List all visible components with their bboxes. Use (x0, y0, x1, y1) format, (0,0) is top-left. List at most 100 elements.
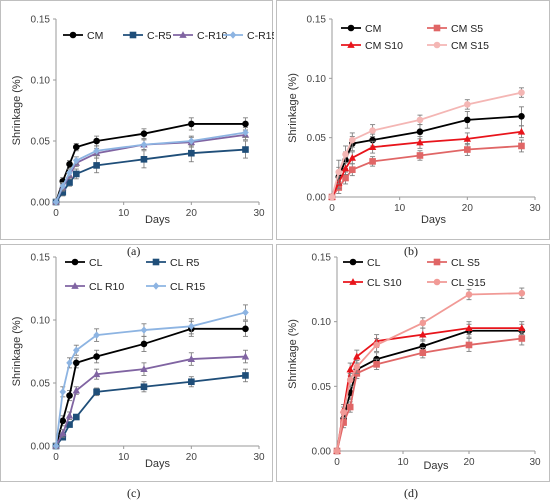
legend-marker (129, 31, 137, 39)
x-tick-label: 30 (253, 452, 265, 463)
data-point (340, 408, 347, 416)
series-line (55, 355, 246, 447)
data-point (140, 383, 148, 391)
data-point (346, 376, 354, 384)
data-point (140, 140, 148, 149)
legend-marker (347, 41, 355, 48)
legend-marker (71, 282, 79, 289)
data-point (73, 156, 80, 165)
series-line (331, 115, 522, 198)
data-point (464, 116, 471, 124)
data-point (242, 128, 249, 137)
y-tick-label: 0.10 (31, 316, 51, 327)
series-line (336, 329, 522, 452)
data-point (188, 120, 195, 128)
data-point (52, 442, 60, 450)
data-point (140, 130, 148, 137)
y-axis-label: Shrinkage (%) (11, 76, 23, 146)
data-point (242, 120, 249, 128)
y-tick-label: 0.05 (31, 137, 51, 148)
data-point (188, 137, 195, 145)
data-point (518, 113, 525, 120)
data-point (93, 388, 100, 396)
y-tick-label: 0.05 (307, 133, 327, 144)
data-point (463, 134, 472, 142)
x-axis-label: Days (145, 214, 171, 226)
data-point (419, 319, 427, 327)
legend-label: CL S5 (451, 257, 480, 269)
x-tick-label: 20 (186, 208, 198, 219)
legend-marker (433, 24, 441, 32)
y-tick-label: 0.15 (312, 253, 332, 264)
y-tick-label: 0.10 (31, 76, 51, 87)
data-point (66, 359, 73, 367)
legend-entry: C-R5 (123, 30, 172, 42)
series-c-r10 (52, 129, 250, 205)
legend-label: CL R10 (89, 281, 124, 293)
series-line (331, 91, 522, 198)
data-point (416, 138, 424, 146)
data-point (66, 169, 73, 177)
x-axis-label: Days (423, 460, 449, 472)
series-cm-s10 (328, 125, 526, 200)
y-axis-label: Shrinkage (%) (287, 319, 299, 389)
data-point (92, 370, 101, 378)
series-cl-r10 (52, 349, 250, 449)
data-point (518, 335, 526, 342)
data-point (241, 352, 250, 360)
legend-entry: CL S10 (343, 277, 402, 289)
data-point (333, 447, 341, 455)
caption-a: (a) (127, 244, 141, 258)
x-tick-label: 10 (118, 452, 130, 463)
series-line (55, 327, 246, 447)
series-line (336, 292, 522, 452)
legend-entry: CM S15 (427, 40, 489, 52)
series-cm-s15 (328, 87, 525, 201)
legend-label: CL R5 (170, 257, 200, 269)
series-line (331, 130, 522, 198)
x-tick-label: 30 (253, 208, 265, 219)
x-axis-label: Days (421, 214, 447, 226)
legend-marker (433, 258, 441, 266)
series-cl-s5 (333, 331, 526, 455)
series-cm (52, 117, 249, 206)
data-point (464, 146, 471, 153)
data-point (369, 127, 376, 134)
legend-label: CL S10 (367, 277, 402, 289)
x-tick-label: 0 (53, 208, 59, 219)
chart-panel-a: 0.00 0.05 0.10 0.15 0 10 20 30 Days Shrinkage (%)… (0, 0, 274, 240)
legend-marker (349, 258, 357, 266)
data-point (416, 128, 424, 136)
legend-marker (69, 31, 77, 39)
chart-svg-b: 0.00 0.05 0.10 0.15 0 10 20 30 Days Shrinkage (%)… (287, 15, 541, 227)
data-point (59, 388, 67, 396)
data-point (349, 136, 356, 144)
legend-entry: CL S5 (427, 257, 480, 269)
data-point (518, 142, 525, 150)
x-tick-label: 30 (529, 203, 541, 214)
data-point (73, 170, 80, 178)
legend-label: C-R15 (247, 30, 274, 42)
legend-entry: CL (343, 257, 381, 269)
series-line (55, 123, 246, 203)
data-point (465, 324, 473, 332)
data-point (188, 378, 195, 386)
data-point (517, 127, 526, 135)
data-point (353, 363, 361, 371)
y-tick-label: 0.00 (31, 198, 51, 209)
series-cl (333, 323, 526, 455)
data-point (140, 365, 148, 373)
chart-svg-a: 0.00 0.05 0.10 0.15 0 10 20 30 Days Shrinkage (%)… (11, 15, 274, 227)
data-point (368, 143, 377, 151)
data-point (518, 324, 526, 332)
series-line (55, 131, 246, 203)
data-point (93, 353, 100, 360)
data-point (187, 355, 196, 362)
x-tick-label: 10 (397, 457, 409, 468)
data-point (346, 403, 354, 411)
legend-marker (347, 24, 355, 32)
legend-label: CL (367, 257, 381, 269)
series-cl-r5 (52, 368, 249, 450)
legend-entry: CM S5 (427, 23, 483, 35)
data-point (346, 365, 354, 373)
